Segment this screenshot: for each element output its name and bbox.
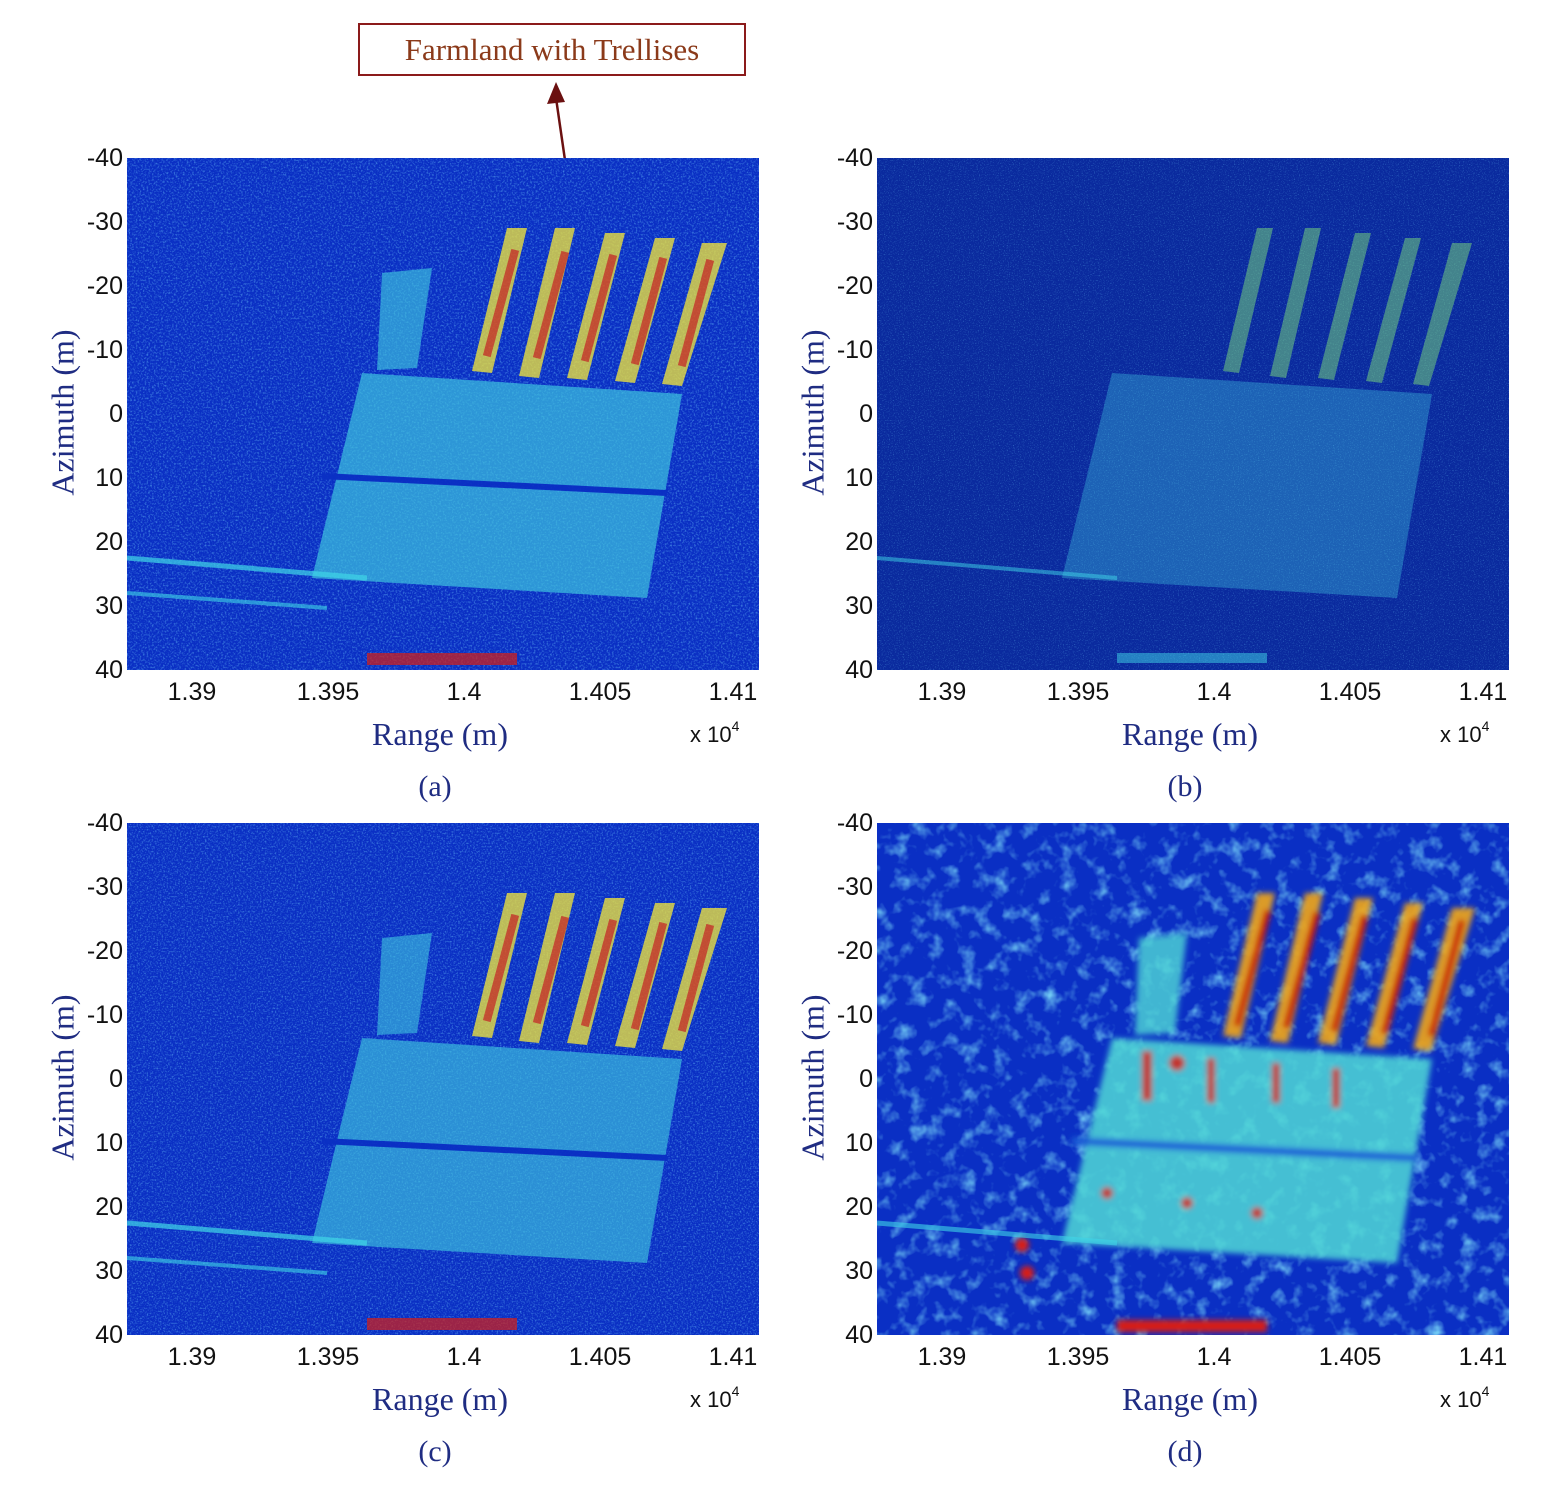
x-axis-label: Range (m) — [372, 1381, 508, 1417]
annotation-box: Farmland with Trellises — [358, 23, 746, 76]
ytick: 0 — [859, 400, 873, 428]
xtick: 1.4 — [446, 678, 482, 706]
xtick: 1.395 — [1046, 1343, 1110, 1371]
ytick: -20 — [86, 937, 123, 965]
ytick: -10 — [836, 1001, 873, 1029]
ytick: 30 — [845, 592, 873, 620]
xtick: 1.4 — [1196, 1343, 1232, 1371]
xtick: 1.405 — [568, 1343, 632, 1371]
xtick: 1.41 — [1458, 678, 1508, 706]
panel-b: -40 -30 -20 -10 0 10 20 30 40 1.39 1.395… — [750, 140, 1510, 820]
farmland-block-a — [312, 228, 727, 598]
xtick: 1.4 — [1196, 678, 1232, 706]
ytick: -40 — [86, 809, 123, 837]
xtick: 1.41 — [708, 678, 758, 706]
ytick: -30 — [86, 208, 123, 236]
xtick: 1.395 — [296, 1343, 360, 1371]
ytick: -10 — [86, 336, 123, 364]
ytick: -20 — [836, 937, 873, 965]
x-axis-multiplier: x 104 — [690, 1383, 740, 1412]
ytick: 10 — [95, 464, 123, 492]
y-axis-label: Azimuth (m) — [794, 994, 831, 1161]
x-axis-label: Range (m) — [372, 716, 508, 752]
x-axis-multiplier: x 104 — [1440, 718, 1490, 747]
panel-caption: (d) — [1167, 1435, 1203, 1468]
sar-image-d-svg — [877, 823, 1509, 1335]
xtick: 1.39 — [167, 1343, 217, 1371]
y-axis-label: Azimuth (m) — [44, 329, 81, 496]
ytick: 30 — [95, 592, 123, 620]
ytick: 0 — [859, 1065, 873, 1093]
xtick: 1.39 — [917, 1343, 967, 1371]
ytick: -40 — [836, 809, 873, 837]
x-axis-label: Range (m) — [1122, 1381, 1258, 1417]
xtick: 1.405 — [1318, 678, 1382, 706]
ytick: -10 — [836, 336, 873, 364]
sar-image-a-svg — [127, 158, 759, 670]
xtick: 1.395 — [1046, 678, 1110, 706]
sar-image-d — [877, 823, 1509, 1335]
ytick: 20 — [845, 528, 873, 556]
panel-caption: (c) — [418, 1435, 452, 1468]
panel-a: -40 -30 -20 -10 0 10 20 30 40 1.39 1.395… — [0, 140, 760, 820]
ytick: 10 — [845, 464, 873, 492]
y-axis-label: Azimuth (m) — [794, 329, 831, 496]
ytick: 10 — [845, 1129, 873, 1157]
xtick: 1.405 — [568, 678, 632, 706]
ytick: -20 — [86, 272, 123, 300]
xtick: 1.39 — [917, 678, 967, 706]
panel-c: -40 -30 -20 -10 0 10 20 30 40 1.39 1.395… — [0, 805, 760, 1485]
panel-caption: (a) — [418, 770, 452, 803]
sar-image-b-svg — [877, 158, 1509, 670]
ytick: 30 — [845, 1257, 873, 1285]
sar-image-c-svg — [127, 823, 759, 1335]
xtick: 1.39 — [167, 678, 217, 706]
ytick: 10 — [95, 1129, 123, 1157]
ytick: -30 — [836, 208, 873, 236]
y-axis-label: Azimuth (m) — [44, 994, 81, 1161]
ytick: -20 — [836, 272, 873, 300]
ytick: -30 — [836, 873, 873, 901]
ytick: -40 — [836, 144, 873, 172]
xtick: 1.41 — [1458, 1343, 1508, 1371]
x-axis-multiplier: x 104 — [1440, 1383, 1490, 1412]
panel-caption: (b) — [1167, 770, 1203, 803]
ytick: 0 — [109, 400, 123, 428]
x-axis-multiplier: x 104 — [690, 718, 740, 747]
ytick: 30 — [95, 1257, 123, 1285]
ytick: 20 — [845, 1193, 873, 1221]
sar-image-a — [127, 158, 759, 670]
annotation-label: Farmland with Trellises — [404, 31, 700, 67]
ytick: 40 — [95, 1321, 123, 1349]
ytick: 20 — [95, 1193, 123, 1221]
ytick: 40 — [845, 1321, 873, 1349]
xtick: 1.4 — [446, 1343, 482, 1371]
ytick: -40 — [86, 144, 123, 172]
ytick: -10 — [86, 1001, 123, 1029]
xtick: 1.395 — [296, 678, 360, 706]
sar-image-b — [877, 158, 1509, 670]
panel-d: -40 -30 -20 -10 0 10 20 30 40 1.39 1.395… — [750, 805, 1510, 1485]
sar-image-c — [127, 823, 759, 1335]
ytick: 40 — [845, 656, 873, 684]
x-axis-label: Range (m) — [1122, 716, 1258, 752]
ytick: 40 — [95, 656, 123, 684]
xtick: 1.405 — [1318, 1343, 1382, 1371]
ytick: 20 — [95, 528, 123, 556]
ytick: 0 — [109, 1065, 123, 1093]
ytick: -30 — [86, 873, 123, 901]
xtick: 1.41 — [708, 1343, 758, 1371]
